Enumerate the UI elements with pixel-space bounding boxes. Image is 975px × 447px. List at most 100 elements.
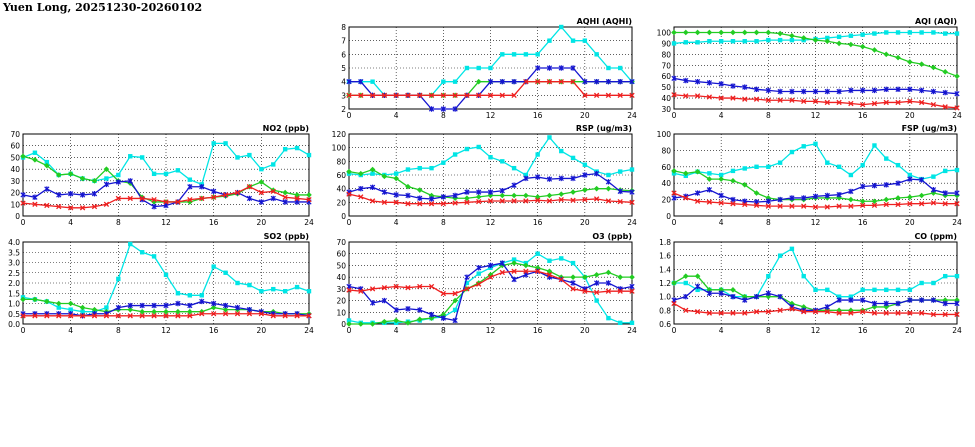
data-point	[895, 287, 901, 293]
data-point	[570, 65, 576, 71]
data-point	[836, 294, 842, 299]
data-point	[211, 311, 217, 317]
data-point	[919, 87, 925, 94]
data-point	[606, 315, 611, 321]
data-point	[487, 198, 494, 204]
data-point	[56, 203, 62, 210]
data-point	[883, 300, 889, 307]
x-tick-label: 24	[952, 326, 962, 335]
data-point	[671, 41, 677, 46]
data-point	[765, 290, 771, 296]
data-point	[930, 88, 937, 95]
y-tick-label: 20	[336, 297, 346, 306]
data-point	[91, 313, 98, 319]
data-point	[694, 273, 701, 279]
rsp-chart: RSP (ug/m3) 0 4 8 12 16 20 24 0 20 40 60 80 100 120	[332, 124, 637, 227]
data-point	[954, 201, 960, 207]
data-point	[730, 95, 736, 101]
y-tick-label: 7	[341, 37, 346, 46]
data-point	[464, 92, 470, 98]
data-point	[381, 285, 388, 291]
data-point	[199, 293, 204, 298]
data-point	[246, 311, 253, 317]
data-point	[175, 313, 181, 319]
data-point	[777, 307, 783, 313]
data-point	[44, 159, 50, 165]
data-point	[617, 288, 623, 294]
x-tick-label: 4	[394, 326, 399, 335]
data-point	[270, 313, 276, 319]
data-point	[381, 318, 388, 325]
data-point	[187, 293, 193, 298]
series-3	[20, 311, 312, 319]
data-point	[789, 246, 795, 252]
data-point	[211, 194, 217, 200]
data-point	[824, 88, 830, 95]
y-tick-label: 40	[336, 273, 346, 282]
data-point	[535, 52, 540, 57]
data-point	[871, 100, 878, 107]
data-point	[393, 199, 399, 205]
data-point	[270, 195, 276, 202]
data-point	[706, 29, 713, 36]
data-point	[694, 29, 701, 36]
data-point	[671, 300, 677, 307]
x-tick-label: 0	[672, 111, 677, 120]
data-point	[730, 201, 736, 207]
data-point	[848, 172, 854, 178]
data-point	[718, 176, 724, 182]
data-point	[151, 254, 157, 259]
data-point	[116, 172, 121, 178]
data-point	[605, 288, 612, 294]
data-point	[559, 256, 564, 261]
series-3	[20, 184, 312, 211]
x-tick-label: 0	[347, 326, 352, 335]
data-point	[671, 29, 677, 36]
data-point	[294, 145, 300, 151]
data-point	[954, 300, 960, 307]
data-point	[393, 171, 399, 176]
data-point	[860, 87, 866, 94]
x-tick-label: 0	[21, 218, 26, 227]
data-point	[499, 188, 505, 194]
data-point	[127, 313, 133, 319]
data-point	[487, 189, 494, 195]
data-point	[683, 280, 688, 286]
data-point	[582, 196, 588, 203]
data-point	[605, 92, 612, 98]
data-point	[918, 310, 925, 316]
data-point	[306, 152, 312, 158]
data-point	[718, 192, 724, 199]
data-point	[860, 309, 866, 315]
data-point	[346, 92, 352, 98]
y-tick-label: 20	[661, 196, 671, 205]
y-tick-label: 20	[10, 189, 20, 198]
data-point	[546, 176, 553, 182]
data-point	[558, 276, 564, 283]
data-point	[306, 196, 312, 203]
data-point	[618, 320, 623, 326]
data-point	[582, 274, 588, 280]
data-point	[742, 310, 748, 316]
series-0	[346, 24, 635, 98]
data-point	[895, 30, 901, 35]
data-point	[139, 195, 145, 202]
data-point	[801, 203, 807, 209]
data-point	[682, 273, 689, 279]
data-point	[871, 47, 878, 53]
data-point	[163, 272, 169, 277]
data-point	[357, 170, 364, 177]
data-point	[919, 177, 925, 183]
data-point	[836, 297, 842, 303]
data-point	[754, 39, 759, 44]
data-point	[800, 35, 807, 41]
data-point	[570, 274, 576, 280]
data-point	[523, 268, 529, 274]
data-point	[558, 79, 564, 85]
data-point	[931, 30, 936, 35]
x-tick-label: 16	[209, 218, 219, 227]
data-point	[836, 164, 842, 169]
data-point	[824, 192, 830, 199]
series-1	[346, 166, 635, 202]
data-point	[824, 99, 830, 106]
